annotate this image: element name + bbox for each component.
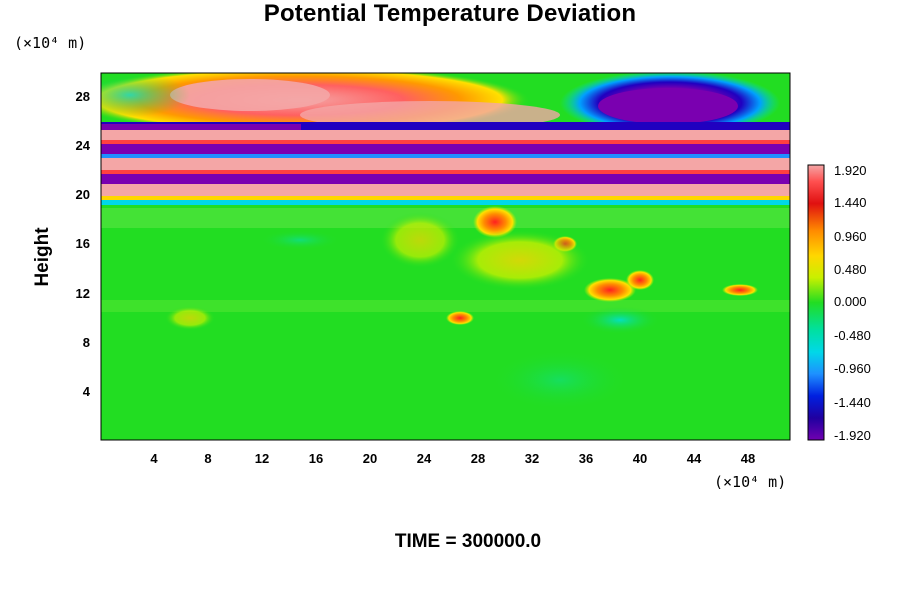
colorbar-tick-label: -0.480 <box>834 328 871 343</box>
field-positive-core <box>170 79 330 111</box>
y-tick-label: 24 <box>76 138 91 153</box>
x-axis-unit: (×10⁴ m) <box>714 473 787 491</box>
chart-title: Potential Temperature Deviation <box>263 0 637 27</box>
colorbar-tick-label: 0.480 <box>834 262 867 277</box>
plot-frame <box>100 72 791 441</box>
y-tick-label: 20 <box>76 187 90 202</box>
layer-pos-2 <box>101 158 790 170</box>
y-tick-label: 12 <box>76 286 90 301</box>
y-axis-unit: (×10⁴ m) <box>14 34 87 52</box>
colorbar-tick-label: -1.920 <box>834 428 871 443</box>
colorbar-tick-label: -1.440 <box>834 395 871 410</box>
blob-cyan-1 <box>580 306 660 334</box>
blob-yellow-1 <box>450 230 590 290</box>
blob-red-6 <box>722 284 758 296</box>
colorbar-tick-label: 0.960 <box>834 229 867 244</box>
blob-yellow-3 <box>165 306 215 330</box>
y-tick-label: 4 <box>83 384 91 399</box>
colorbar-tick-label: 1.920 <box>834 163 867 178</box>
colorbar-tick-label: 1.440 <box>834 195 867 210</box>
x-tick-label: 48 <box>741 451 755 466</box>
layer-edge-2 <box>101 154 790 158</box>
time-label: TIME = 300000.0 <box>394 531 542 552</box>
blob-cyan-2 <box>260 230 340 250</box>
x-tick-label: 16 <box>309 451 323 466</box>
plot-area <box>101 73 790 440</box>
colorbar-tick-label: 0.000 <box>834 294 867 309</box>
blob-yellow-2 <box>380 212 460 268</box>
x-tick-label: 36 <box>579 451 593 466</box>
x-tick-label: 24 <box>417 451 432 466</box>
layer-pos-1 <box>101 130 790 140</box>
y-ticks: 4 8 12 16 20 24 28 <box>76 89 91 399</box>
x-tick-label: 32 <box>525 451 539 466</box>
x-tick-label: 44 <box>687 451 702 466</box>
layer-edge-3 <box>101 170 790 174</box>
blob-red-3 <box>626 270 654 290</box>
layer-edge-1 <box>101 140 790 144</box>
field-layer-17 <box>101 208 790 228</box>
field-negative-core <box>598 88 738 124</box>
x-tick-label: 28 <box>471 451 485 466</box>
colorbar-tick-label: -0.960 <box>834 361 871 376</box>
field-cyan-left <box>101 73 190 117</box>
colorbar <box>807 164 825 441</box>
blob-cyan-3 <box>490 350 630 410</box>
colorbar-ticks: 1.920 1.440 0.960 0.480 0.000 -0.480 -0.… <box>834 163 871 443</box>
layer-edge-5 <box>101 200 790 205</box>
x-tick-label: 12 <box>255 451 269 466</box>
x-tick-label: 40 <box>633 451 647 466</box>
layer-neg-2 <box>101 144 790 154</box>
x-tick-label: 4 <box>150 451 158 466</box>
blob-red-4 <box>446 311 474 325</box>
layer-neg-3 <box>101 174 790 184</box>
layer-edge-4 <box>101 196 790 200</box>
layer-neg-1-core <box>101 124 301 130</box>
blob-red-2 <box>584 278 636 302</box>
y-tick-label: 16 <box>76 236 90 251</box>
layer-pos-3 <box>101 184 790 196</box>
blob-red-1 <box>473 206 517 238</box>
x-tick-label: 8 <box>204 451 211 466</box>
x-ticks: 4 8 12 16 20 24 28 32 36 40 44 48 <box>150 451 755 466</box>
layer-neg-1 <box>101 122 790 130</box>
y-tick-label: 8 <box>83 335 90 350</box>
y-tick-label: 28 <box>76 89 90 104</box>
x-tick-label: 20 <box>363 451 377 466</box>
